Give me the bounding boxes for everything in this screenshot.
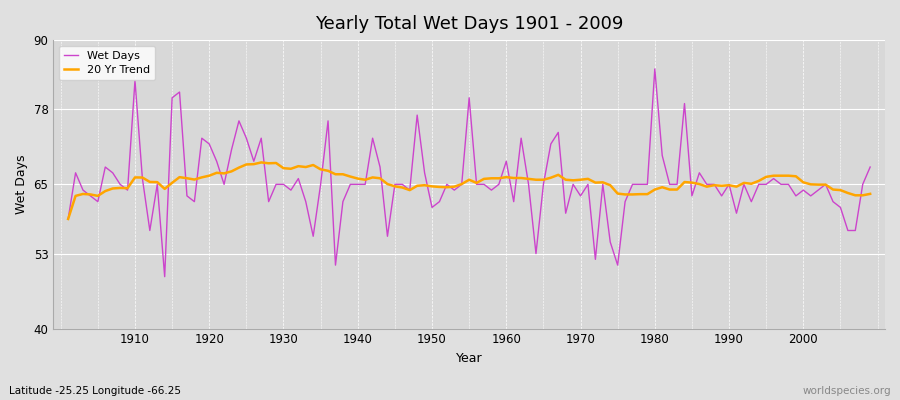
20 Yr Trend <box>501 175 512 180</box>
20 Yr Trend <box>508 176 519 180</box>
Wet Days <box>63 216 74 221</box>
20 Yr Trend <box>256 160 266 165</box>
Title: Yearly Total Wet Days 1901 - 2009: Yearly Total Wet Days 1901 - 2009 <box>315 15 624 33</box>
Wet Days <box>501 159 512 164</box>
Text: Latitude -25.25 Longitude -66.25: Latitude -25.25 Longitude -66.25 <box>9 386 181 396</box>
Y-axis label: Wet Days: Wet Days <box>15 154 28 214</box>
Wet Days <box>508 199 519 204</box>
20 Yr Trend <box>338 172 348 177</box>
Wet Days <box>338 199 348 204</box>
Legend: Wet Days, 20 Yr Trend: Wet Days, 20 Yr Trend <box>58 46 156 80</box>
Line: 20 Yr Trend: 20 Yr Trend <box>68 162 870 219</box>
Line: Wet Days: Wet Days <box>68 69 870 277</box>
20 Yr Trend <box>865 192 876 196</box>
Text: worldspecies.org: worldspecies.org <box>803 386 891 396</box>
Wet Days <box>122 188 133 192</box>
Wet Days <box>650 66 661 71</box>
Wet Days <box>598 182 608 187</box>
20 Yr Trend <box>598 180 608 185</box>
20 Yr Trend <box>63 216 74 221</box>
X-axis label: Year: Year <box>455 352 482 365</box>
20 Yr Trend <box>122 186 133 190</box>
Wet Days <box>865 165 876 170</box>
Wet Days <box>159 274 170 279</box>
20 Yr Trend <box>292 164 303 168</box>
Wet Days <box>292 176 303 181</box>
